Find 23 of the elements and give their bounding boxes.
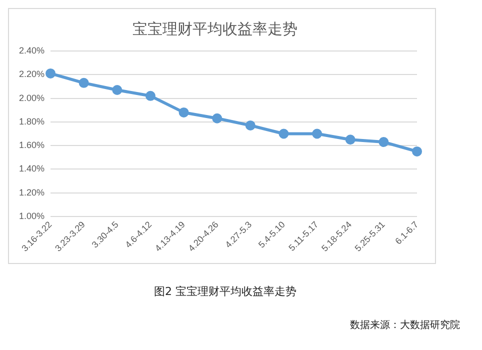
y-tick-label: 1.80% [18,116,45,126]
point [78,78,89,88]
point [46,68,56,78]
y-tick-label: 2.40% [18,45,45,56]
point [278,128,289,139]
point [112,85,122,96]
point [145,90,156,101]
caption: 图2 宝宝理财平均收益率走势 [154,284,296,299]
y-tick-label: 1.00% [18,210,45,221]
point [212,113,222,124]
point [345,134,356,145]
source-note: 数据来源：大数据研究院 [350,318,460,332]
point [178,107,189,118]
y-tick-label: 1.60% [18,140,45,150]
y-tick-label: 1.40% [18,164,45,174]
chart-title: 宝宝理财平均收益率走势 [132,20,298,38]
point [412,146,422,156]
point [378,137,389,148]
y-tick-label: 2.00% [18,92,45,103]
y-tick-label: 1.20% [18,187,45,198]
point [245,120,256,130]
point [312,128,322,139]
y-tick-label: 2.20% [18,69,45,80]
